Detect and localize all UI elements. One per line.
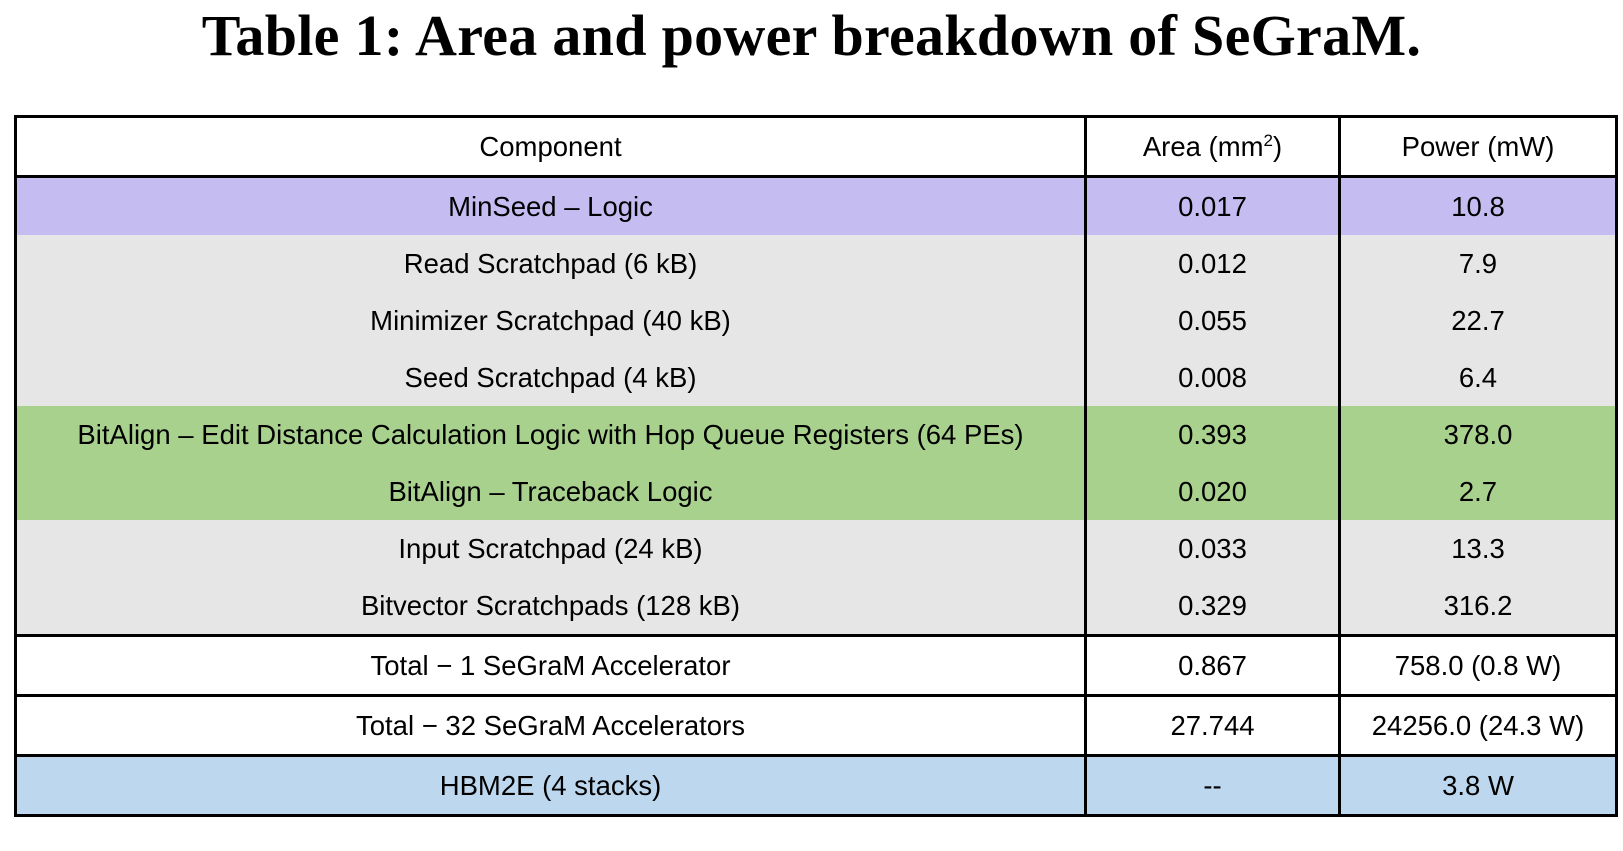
table-caption: Table 1: Area and power breakdown of SeG… [201,3,1422,68]
power-cell: 2.7 [1458,475,1498,507]
area-cell: 0.017 [1085,176,1341,235]
area-cell: 0.012 [1085,235,1341,292]
power-cell: 22.7 [1451,304,1505,336]
header-area-superscript: 2 [1263,130,1273,150]
area-cell: 0.008 [1085,349,1341,406]
power-cell: 378.0 [1443,418,1513,450]
table-header-row: Component Area (mm2) Power (mW) [15,116,1617,178]
header-area: Area (mm2) [1085,116,1341,178]
table-row: BitAlign – Traceback Logic 0.020 2.7 [15,463,1617,520]
header-area-text: Area (mm [1142,130,1264,162]
power-cell: 6.4 [1458,361,1498,393]
area-cell: 0.033 [1085,520,1341,577]
component-cell: Input Scratchpad (24 kB) [15,520,1087,577]
header-power: Power (mW) [1339,116,1617,178]
power-cell: 10.8 [1451,190,1505,222]
area-cell: 0.393 [1085,406,1341,463]
power-cell: 7.9 [1458,247,1498,279]
header-component: Component [15,116,1087,178]
power-cell: 3.8 W [1339,754,1617,816]
power-cell: 316.2 [1443,589,1513,621]
table-row: BitAlign – Edit Distance Calculation Log… [15,406,1617,463]
header-area-close: ) [1273,130,1283,162]
table-row: HBM2E (4 stacks) -- 3.8 W [15,754,1617,816]
component-cell: HBM2E (4 stacks) [15,754,1087,816]
component-cell: Seed Scratchpad (4 kB) [15,349,1087,406]
area-cell: 0.055 [1085,292,1341,349]
table-row: MinSeed – Logic 0.017 10.8 [15,176,1617,235]
table-row: Minimizer Scratchpad (40 kB) 0.055 22.7 [15,292,1617,349]
component-cell: Minimizer Scratchpad (40 kB) [15,292,1087,349]
power-cell: 758.0 (0.8 W) [1339,634,1617,696]
component-cell: MinSeed – Logic [15,176,1087,235]
area-cell: -- [1085,754,1341,816]
component-cell: BitAlign – Traceback Logic [15,463,1087,520]
table-body: MinSeed – Logic 0.017 10.8 Read Scratchpad … [15,176,1617,816]
table-row: Total − 32 SeGraM Accelerators 27.744 2425… [15,694,1617,756]
table-row: Read Scratchpad (6 kB) 0.012 7.9 [15,235,1617,292]
area-cell: 27.744 [1085,694,1341,756]
table-row: Bitvector Scratchpads (128 kB) 0.329 316.2 [15,577,1617,636]
component-cell: Total − 1 SeGraM Accelerator [15,634,1087,696]
table-row: Input Scratchpad (24 kB) 0.033 13.3 [15,520,1617,577]
component-cell: BitAlign – Edit Distance Calculation Log… [15,406,1087,463]
component-cell: Total − 32 SeGraM Accelerators [15,694,1087,756]
area-cell: 0.867 [1085,634,1341,696]
component-cell: Bitvector Scratchpads (128 kB) [15,577,1087,636]
power-cell: 24256.0 (24.3 W) [1339,694,1617,756]
table-row: Total − 1 SeGraM Accelerator 0.867 758.0 (… [15,634,1617,696]
area-cell: 0.329 [1085,577,1341,636]
table-row: Seed Scratchpad (4 kB) 0.008 6.4 [15,349,1617,406]
power-cell: 13.3 [1451,532,1505,564]
breakdown-table: Component Area (mm2) Power (mW) MinSeed … [14,115,1618,817]
component-cell: Read Scratchpad (6 kB) [15,235,1087,292]
area-cell: 0.020 [1085,463,1341,520]
